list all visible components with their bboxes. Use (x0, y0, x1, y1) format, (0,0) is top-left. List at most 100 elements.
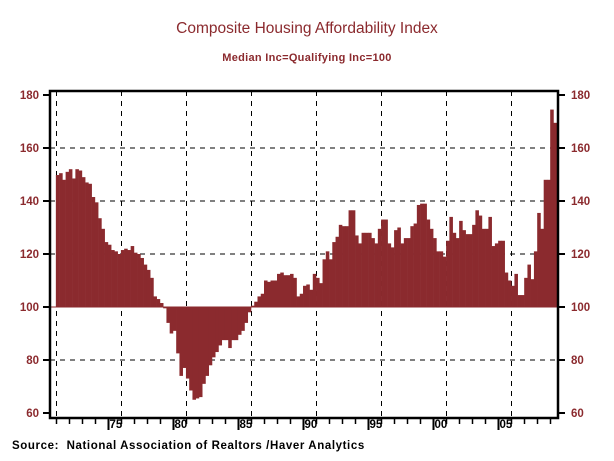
bar (459, 220, 463, 308)
bar (218, 307, 223, 346)
bar (387, 243, 392, 307)
x-tick-label-75: 75 (110, 419, 123, 431)
bar (111, 250, 115, 307)
bar (91, 197, 96, 307)
bar (394, 230, 398, 307)
bar (342, 226, 346, 307)
bar (465, 234, 470, 308)
bar (348, 210, 353, 307)
bar (481, 228, 486, 307)
bar (224, 307, 229, 341)
bar (319, 283, 323, 307)
bar (221, 307, 226, 341)
bar (524, 277, 528, 307)
bar (423, 203, 427, 307)
bar (494, 243, 499, 307)
bar (504, 272, 509, 307)
bar (75, 169, 79, 307)
bar (501, 240, 505, 307)
bar (117, 254, 122, 307)
x-tick-label-95: 95 (370, 419, 383, 431)
bar (59, 173, 63, 307)
bar (211, 307, 216, 358)
bar (267, 281, 271, 307)
bar (81, 177, 86, 307)
bar (62, 179, 66, 307)
bar (540, 228, 544, 307)
bar (553, 122, 557, 307)
bar (195, 307, 200, 399)
bar (371, 238, 375, 307)
bar (260, 293, 265, 307)
bar (543, 179, 548, 307)
bar (88, 183, 92, 307)
bar (72, 178, 76, 307)
y-tick-label-right: 140 (571, 196, 590, 208)
bar (407, 238, 411, 307)
bar (202, 307, 206, 384)
bar (325, 251, 330, 307)
bar (530, 279, 535, 307)
bar (316, 277, 320, 307)
bar (491, 246, 496, 307)
y-tick-label-left: 160 (20, 143, 39, 155)
bar (520, 295, 525, 307)
bar (452, 232, 457, 307)
y-tick-label-left: 60 (26, 408, 39, 420)
bar (485, 228, 489, 307)
y-tick-label-left: 80 (26, 355, 39, 367)
chart-title: Composite Housing Affordability Index (176, 20, 438, 37)
bar (420, 203, 424, 307)
bar (254, 301, 258, 307)
bar (322, 259, 327, 307)
bar (413, 223, 418, 307)
bar (488, 216, 492, 307)
bar (150, 277, 154, 307)
bar (264, 280, 268, 307)
bar (332, 242, 336, 307)
bar (355, 235, 359, 307)
bar (192, 307, 196, 400)
y-axis-right: 60 80 100 120 140 160 180 (558, 90, 590, 420)
bar (368, 232, 372, 307)
bar (228, 307, 232, 349)
x-tick-label-00: 00 (435, 419, 448, 431)
bar (179, 307, 183, 376)
bar (270, 280, 275, 307)
bar (361, 232, 366, 307)
bar (533, 251, 538, 307)
bar (351, 210, 356, 307)
bar (104, 242, 109, 307)
bar (472, 224, 476, 307)
bar (514, 273, 518, 308)
bar (426, 219, 431, 307)
bar (390, 247, 395, 308)
y-tick-label-right: 80 (571, 355, 584, 367)
bar (468, 234, 473, 308)
bar (101, 228, 105, 307)
y-tick-label-right: 180 (571, 90, 590, 102)
bar (429, 228, 434, 307)
bar (550, 109, 554, 307)
bar (537, 212, 541, 307)
bar (114, 251, 118, 307)
y-tick-label-left: 140 (20, 196, 39, 208)
bar (98, 218, 102, 307)
bar (208, 307, 213, 366)
bar (189, 307, 193, 391)
bar (130, 246, 135, 307)
bar (137, 254, 141, 307)
y-tick-label-left: 120 (20, 249, 39, 261)
bar (283, 275, 288, 307)
bar (293, 277, 297, 307)
bar (416, 204, 421, 307)
bar (338, 224, 343, 307)
bar (65, 171, 70, 307)
bar (290, 273, 294, 308)
bar (166, 307, 170, 323)
y-tick-label-right: 160 (571, 143, 590, 155)
bar (455, 238, 460, 307)
bar (241, 307, 245, 331)
bar (309, 289, 314, 307)
bar (446, 240, 450, 307)
